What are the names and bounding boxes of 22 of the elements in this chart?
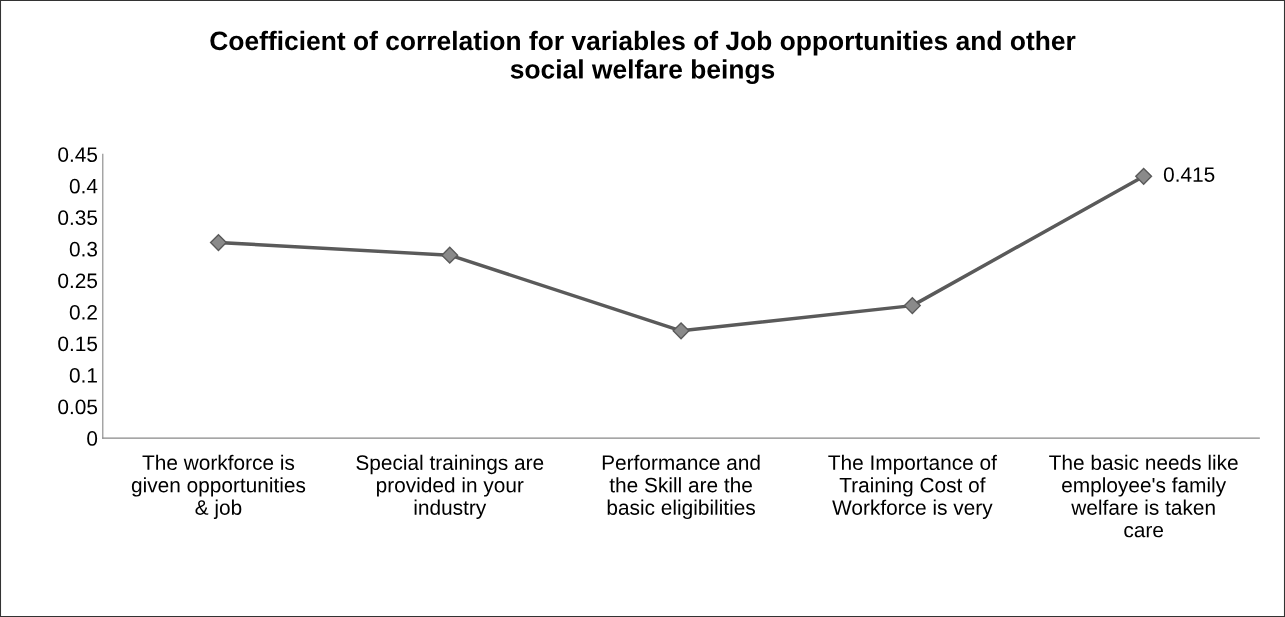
chart-title: Coefficient of correlation for variables of Job opportunities and other social welfare beings (210, 30, 1076, 84)
y-tick-label: 0.4 (69, 178, 98, 194)
x-tick-label: Special trainings are provided in your industry (356, 454, 544, 520)
point (903, 297, 921, 315)
y-tick-label: 0.05 (58, 399, 98, 415)
point (1135, 167, 1153, 185)
y-tick-label: 0.15 (58, 336, 98, 352)
y-tick-label: 0.35 (58, 210, 98, 226)
x-tick-label: Performance and the Skill are the basic eligibilities (602, 454, 760, 520)
point (672, 322, 690, 340)
point (209, 233, 228, 252)
data-label: 0.415 (1163, 167, 1215, 182)
x-tick-label: The Importance of Training Cost of Workforce is very (828, 454, 997, 520)
y-tick-label: 0.45 (58, 147, 98, 162)
point (441, 246, 459, 264)
x-tick-label: The basic needs like employee's family welfare is taken care (1049, 454, 1238, 538)
y-tick-label: 0 (87, 431, 98, 446)
x-tick-label: The workforce is given opportunities & job (131, 454, 306, 520)
y-tick-label: 0.2 (69, 304, 97, 320)
y-tick-label: 0.25 (58, 273, 98, 289)
y-tick-label: 0.1 (69, 368, 97, 383)
y-tick-label: 0.3 (69, 241, 98, 257)
